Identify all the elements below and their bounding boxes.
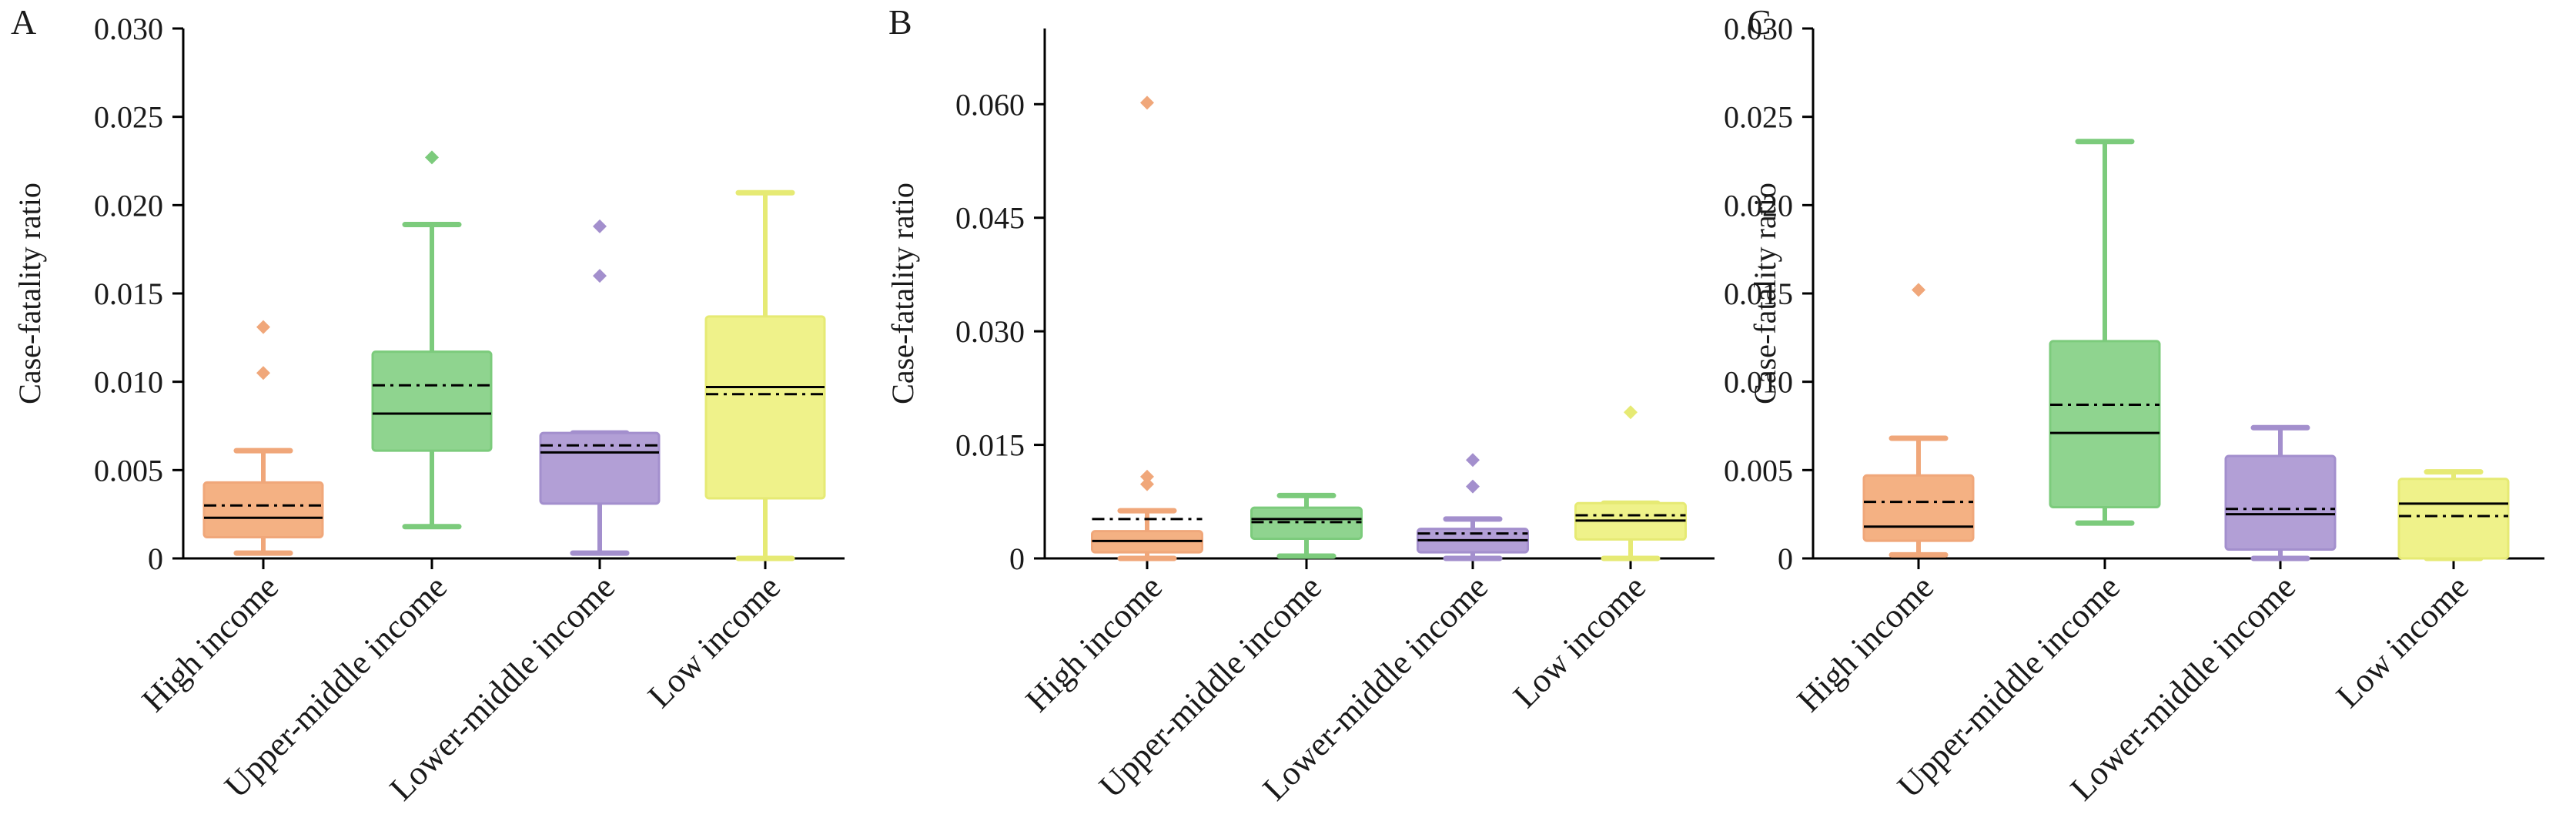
panel-label: A — [11, 2, 36, 42]
box-body — [2049, 340, 2161, 508]
y-tick-label: 0.025 — [94, 100, 163, 135]
outlier-point — [256, 320, 270, 334]
outlier-point — [1624, 405, 1638, 420]
y-tick-label: 0.015 — [1724, 277, 1793, 311]
box-body — [1862, 474, 1975, 542]
panel-b: B Case-fatality ratio 0 0.015 0.030 0.045 0.06… — [885, 2, 1715, 808]
y-tick-label: 0.030 — [955, 314, 1025, 349]
outlier-point — [425, 150, 439, 165]
y-tick-label: 0.060 — [955, 87, 1025, 122]
category-label: Low income — [2329, 568, 2476, 715]
panel-a: A Case-fatality ratio 0 0.005 0.010 0.015 0.02… — [11, 2, 845, 808]
y-tick-label: 0.010 — [1724, 365, 1793, 400]
y-tick-label: 0 — [148, 541, 163, 576]
category-label: Low income — [1506, 568, 1653, 715]
y-tick-label: 0.020 — [94, 188, 163, 223]
outlier-point — [1140, 96, 1154, 110]
box-1: Upper-middle income — [217, 150, 493, 805]
box-3: Low income — [2329, 469, 2510, 715]
box-1: Upper-middle income — [1890, 139, 2161, 805]
y-tick-label: 0.005 — [1724, 453, 1793, 488]
panel-label: B — [888, 2, 912, 42]
y-tick-label: 0.015 — [94, 277, 163, 311]
box-body — [539, 431, 661, 505]
outlier-point — [1912, 283, 1925, 297]
box-body — [202, 481, 324, 538]
outlier-point — [1466, 453, 1480, 468]
outlier-point — [1140, 469, 1154, 484]
box-2: Lower-middle income — [1256, 453, 1529, 808]
box-body — [2397, 478, 2510, 560]
outlier-point — [1466, 479, 1480, 494]
box-body — [2224, 454, 2337, 551]
y-axis-label: Case-fatality ratio — [12, 183, 47, 404]
category-label: Low income — [641, 568, 788, 715]
outlier-point — [593, 219, 607, 233]
y-tick-label: 0 — [1778, 541, 1793, 576]
category-label: High income — [1790, 568, 1941, 719]
box-0: High income — [1019, 96, 1203, 719]
y-tick-label: 0 — [1009, 541, 1025, 576]
outlier-point — [593, 269, 607, 283]
y-axis-label: Case-fatality ratio — [1748, 183, 1782, 404]
y-tick-label: 0.025 — [1724, 100, 1793, 135]
y-axis-label: Case-fatality ratio — [885, 183, 920, 404]
outlier-point — [256, 366, 270, 380]
box-0: High income — [1790, 283, 1975, 719]
box-2: Lower-middle income — [383, 219, 661, 808]
y-tick-label: 0.030 — [1724, 12, 1793, 46]
panel-label: C — [1748, 2, 1771, 42]
box-body — [704, 315, 826, 500]
panel-c: C Case-fatality ratio 0 0.005 0.010 0.015 0.02… — [1724, 2, 2544, 808]
y-tick-label: 0.015 — [955, 428, 1025, 463]
box-3: Low income — [641, 189, 826, 715]
y-tick-label: 0.030 — [94, 12, 163, 46]
y-tick-label: 0.045 — [955, 201, 1025, 236]
box-3: Low income — [1506, 405, 1687, 715]
y-tick-label: 0.010 — [94, 365, 163, 400]
outlier-point — [1140, 477, 1154, 491]
box-body — [371, 350, 493, 452]
y-tick-label: 0.005 — [94, 453, 163, 488]
category-label: High income — [1019, 568, 1169, 719]
category-label: High income — [135, 568, 286, 719]
y-tick-label: 0.020 — [1724, 188, 1793, 223]
